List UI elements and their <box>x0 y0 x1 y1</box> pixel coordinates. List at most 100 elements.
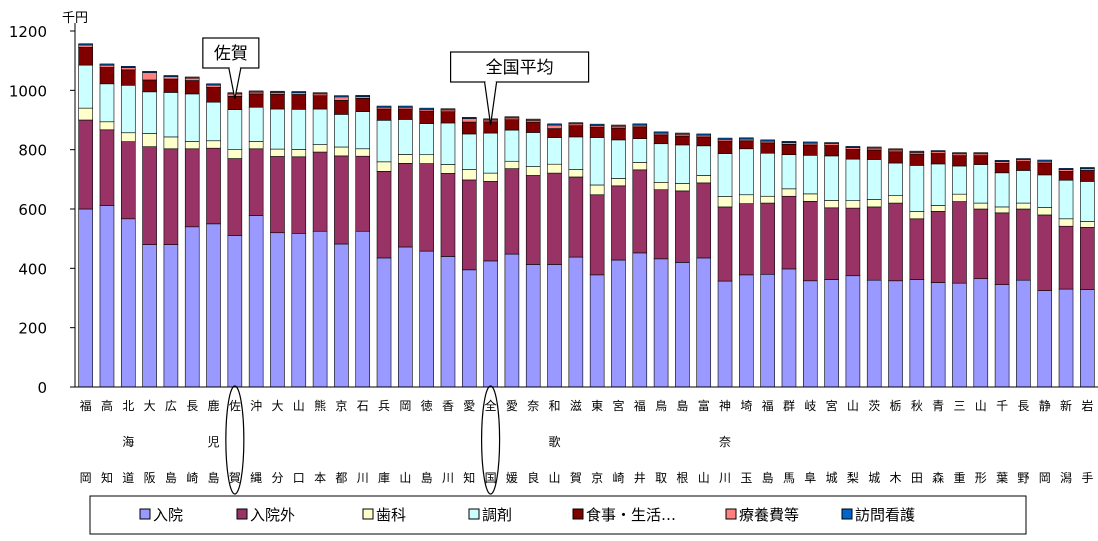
bar-segment <box>78 44 93 48</box>
bar-segment <box>291 156 307 234</box>
bar-segment <box>312 92 328 95</box>
bar-segment <box>120 66 136 68</box>
bar-segment <box>952 201 967 284</box>
legend-item: 療養費等 <box>725 506 799 524</box>
bar-segment <box>483 132 498 174</box>
bar-segment <box>866 199 882 208</box>
bar-segment <box>845 149 861 160</box>
bar-segment <box>930 153 946 165</box>
bar-segment <box>227 158 243 236</box>
bar-segment <box>1080 181 1095 222</box>
bar-segment <box>696 145 712 176</box>
x-tick-label: 馬 <box>783 471 795 485</box>
bar-segment <box>291 149 307 158</box>
legend-item: 調剤 <box>468 506 512 524</box>
bar-stack <box>1058 168 1074 388</box>
bar-segment <box>120 69 136 86</box>
x-tick-label: 田 <box>911 471 923 485</box>
bar-segment <box>760 273 775 388</box>
bar-segment <box>675 144 690 184</box>
x-tick-label: 岡 <box>399 399 411 413</box>
bar-stack <box>717 137 733 388</box>
bar-stack <box>973 152 989 388</box>
x-tick-label: 島 <box>676 398 688 413</box>
bar-segment <box>504 168 520 255</box>
x-tick-label: 和 <box>549 399 561 413</box>
bar-segment <box>739 194 754 204</box>
x-tick-label: 鹿 <box>208 398 220 413</box>
bar-segment <box>355 98 371 112</box>
x-tick-label: 媛 <box>506 471 518 485</box>
bar-segment <box>696 175 712 184</box>
bar-segment <box>696 257 712 388</box>
bar-segment <box>611 139 626 179</box>
bar-segment <box>973 202 989 210</box>
bar-segment <box>717 137 733 140</box>
bar-segment <box>355 230 371 388</box>
y-unit-label: 千円 <box>62 11 88 26</box>
x-tick-label: 歌 <box>549 434 561 449</box>
x-tick-label: 手 <box>1081 471 1093 485</box>
x-tick-label: 取 <box>655 471 667 485</box>
bar-segment <box>1016 202 1031 210</box>
bar-segment <box>142 79 157 93</box>
x-tick-label: 栃 <box>890 399 902 413</box>
bar-segment <box>142 244 157 388</box>
bar-segment <box>1037 207 1053 216</box>
x-tick-label: 山 <box>549 471 561 485</box>
x-tick-label: 根 <box>676 471 688 485</box>
bar-segment <box>696 133 712 136</box>
bar-segment <box>163 148 179 245</box>
x-tick-label: 庫 <box>378 471 390 485</box>
bar-segment <box>653 182 669 191</box>
x-tick-label: 城 <box>826 471 838 485</box>
bar-segment <box>632 162 648 171</box>
bar-segment <box>781 268 797 388</box>
bar-segment <box>440 256 456 388</box>
x-tick-label: 北 <box>122 399 134 413</box>
bar-segment <box>461 117 477 119</box>
bar-segment <box>909 279 925 388</box>
bar-segment <box>270 232 285 388</box>
legend-swatch <box>572 508 584 520</box>
bar-segment <box>78 43 93 46</box>
x-tick-label: 宮 <box>612 398 624 413</box>
bar-segment <box>781 195 797 270</box>
bar-segment <box>1016 208 1031 281</box>
bar-stack <box>78 43 93 388</box>
x-tick-label: 全 <box>485 398 497 413</box>
x-tick-label: 阜 <box>804 471 816 485</box>
x-tick-label: 葉 <box>996 471 1008 485</box>
x-tick-label: 青 <box>932 399 944 413</box>
bar-segment <box>909 211 925 220</box>
legend-swatch <box>841 508 853 520</box>
legend-item: 入院外 <box>236 506 295 524</box>
bar-segment <box>504 160 520 169</box>
x-tick-label: 島 <box>421 470 433 485</box>
x-tick-label: 長 <box>186 399 198 413</box>
bar-segment <box>312 108 328 145</box>
callout-pointer <box>228 67 242 99</box>
bar-segment <box>802 280 818 388</box>
bar-segment <box>504 129 520 162</box>
bar-stack <box>398 105 413 388</box>
x-tick-label: 山 <box>698 471 710 485</box>
bar-segment <box>675 190 690 263</box>
legend-item: 食事・生活… <box>572 506 676 524</box>
x-tick-label: 石 <box>357 399 369 413</box>
bar-segment <box>504 119 520 131</box>
bar-segment <box>376 257 392 388</box>
legend-label: 療養費等 <box>739 506 799 524</box>
bar-segment <box>653 131 669 134</box>
x-tick-label: 沖 <box>250 399 262 413</box>
bar-segment <box>291 91 307 94</box>
bar-segment <box>270 93 285 110</box>
bar-segment <box>1080 221 1095 228</box>
x-tick-label: 賀 <box>229 471 241 485</box>
bar-segment <box>419 107 434 110</box>
bar-segment <box>632 252 648 388</box>
bar-segment <box>334 114 349 148</box>
bar-stack <box>461 117 477 388</box>
bar-segment <box>632 126 648 139</box>
bar-segment <box>739 148 754 196</box>
